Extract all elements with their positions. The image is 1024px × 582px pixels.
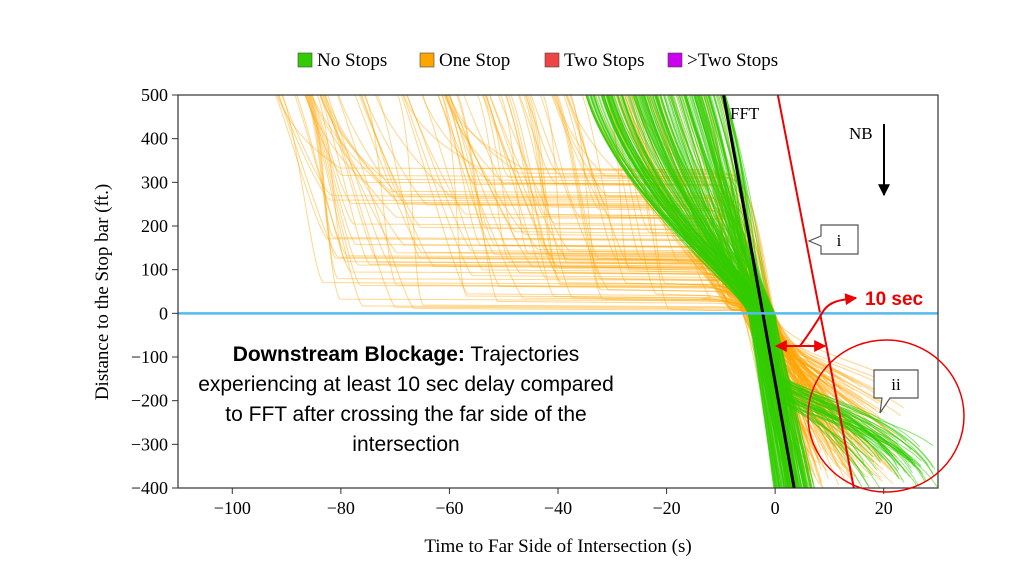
nb-label: NB (849, 124, 873, 143)
one-stop-trajectory (456, 95, 844, 428)
legend: No Stops One Stop Two Stops >Two Stops (297, 50, 778, 71)
x-tick-label: −60 (435, 498, 463, 518)
fft-line (722, 95, 796, 488)
legend-swatch (544, 52, 560, 68)
y-tick-label: −400 (131, 478, 168, 498)
one-stop-trajectory (304, 95, 839, 431)
no-stop-trajectory (654, 95, 798, 488)
x-tick-label: −80 (327, 498, 355, 518)
no-stop-trajectory (664, 95, 798, 488)
one-stop-trajectory (565, 95, 900, 449)
one-stop-trajectory (553, 95, 823, 428)
annotation-text: Downstream Blockage: Trajectories experi… (196, 340, 616, 460)
one-stop-trajectory (518, 95, 818, 398)
legend-label: Two Stops (564, 50, 645, 71)
annotation-bold: Downstream Blockage: (232, 343, 465, 366)
y-tick-label: 200 (141, 216, 168, 236)
no-stop-trajectory (593, 95, 788, 488)
y-axis-ticks: 500 400 300 200 100 0 −100 −200 −300 −400 (131, 85, 178, 498)
legend-label: >Two Stops (687, 50, 778, 71)
no-stop-trajectory (697, 95, 815, 488)
one-stop-trajectory (364, 95, 840, 410)
no-stop-trajectories (585, 95, 938, 488)
callout-ii: ii (873, 369, 919, 414)
no-stop-trajectory (690, 95, 789, 488)
one-stop-trajectory (448, 95, 899, 383)
callout-i-label: i (837, 231, 842, 250)
reference-lines (178, 95, 938, 488)
legend-label: One Stop (439, 50, 510, 71)
y-tick-label: 400 (141, 129, 168, 149)
x-tick-label: −40 (544, 498, 572, 518)
no-stop-trajectory (670, 95, 878, 471)
fft-label: FFT (730, 104, 760, 123)
no-stop-trajectory (681, 95, 788, 488)
no-stop-trajectory (646, 95, 796, 488)
y-tick-label: −100 (131, 347, 168, 367)
delay-label: 10 sec (865, 289, 924, 310)
callout-i: i (807, 224, 859, 255)
legend-swatch (419, 52, 435, 68)
highlight-circle (807, 339, 965, 493)
legend-label: No Stops (317, 50, 387, 71)
y-axis-label: Distance to the Stop bar (ft.) (92, 184, 113, 400)
no-stop-trajectory (590, 95, 875, 463)
delay-threshold-line (776, 95, 855, 488)
y-tick-label: −200 (131, 391, 168, 411)
legend-swatch (667, 52, 683, 68)
x-axis-ticks: −100 −80 −60 −40 −20 0 20 (214, 488, 893, 518)
y-tick-label: 500 (141, 85, 168, 105)
x-tick-label: −20 (652, 498, 680, 518)
x-tick-label: 0 (771, 498, 780, 518)
y-tick-label: 0 (159, 303, 168, 323)
y-tick-label: −300 (131, 434, 168, 454)
one-stop-trajectory (306, 95, 845, 424)
x-axis-label: Time to Far Side of Intersection (s) (424, 536, 691, 557)
callout-ii-label: ii (891, 375, 901, 394)
no-stop-trajectory (697, 95, 776, 488)
x-tick-label: 20 (875, 498, 893, 518)
one-stop-trajectory (457, 95, 837, 387)
one-stop-trajectory (311, 95, 912, 449)
legend-swatch (297, 52, 313, 68)
one-stop-trajectory (446, 95, 848, 406)
y-tick-label: 100 (141, 260, 168, 280)
one-stop-trajectory (310, 95, 825, 409)
delay-pointer-arrow-icon (799, 293, 858, 347)
x-tick-label: −100 (214, 498, 251, 518)
one-stop-trajectory (594, 95, 817, 467)
annotation-body: Trajectories experiencing at least 10 se… (198, 343, 614, 456)
y-tick-label: 300 (141, 172, 168, 192)
one-stop-trajectory (305, 95, 855, 383)
